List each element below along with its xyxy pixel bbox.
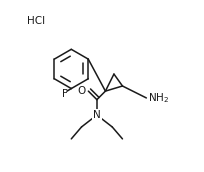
Text: F: F <box>62 89 67 99</box>
Text: NH$_2$: NH$_2$ <box>148 91 169 105</box>
Text: HCl: HCl <box>27 16 45 26</box>
Text: N: N <box>93 110 101 120</box>
Text: O: O <box>78 86 86 96</box>
